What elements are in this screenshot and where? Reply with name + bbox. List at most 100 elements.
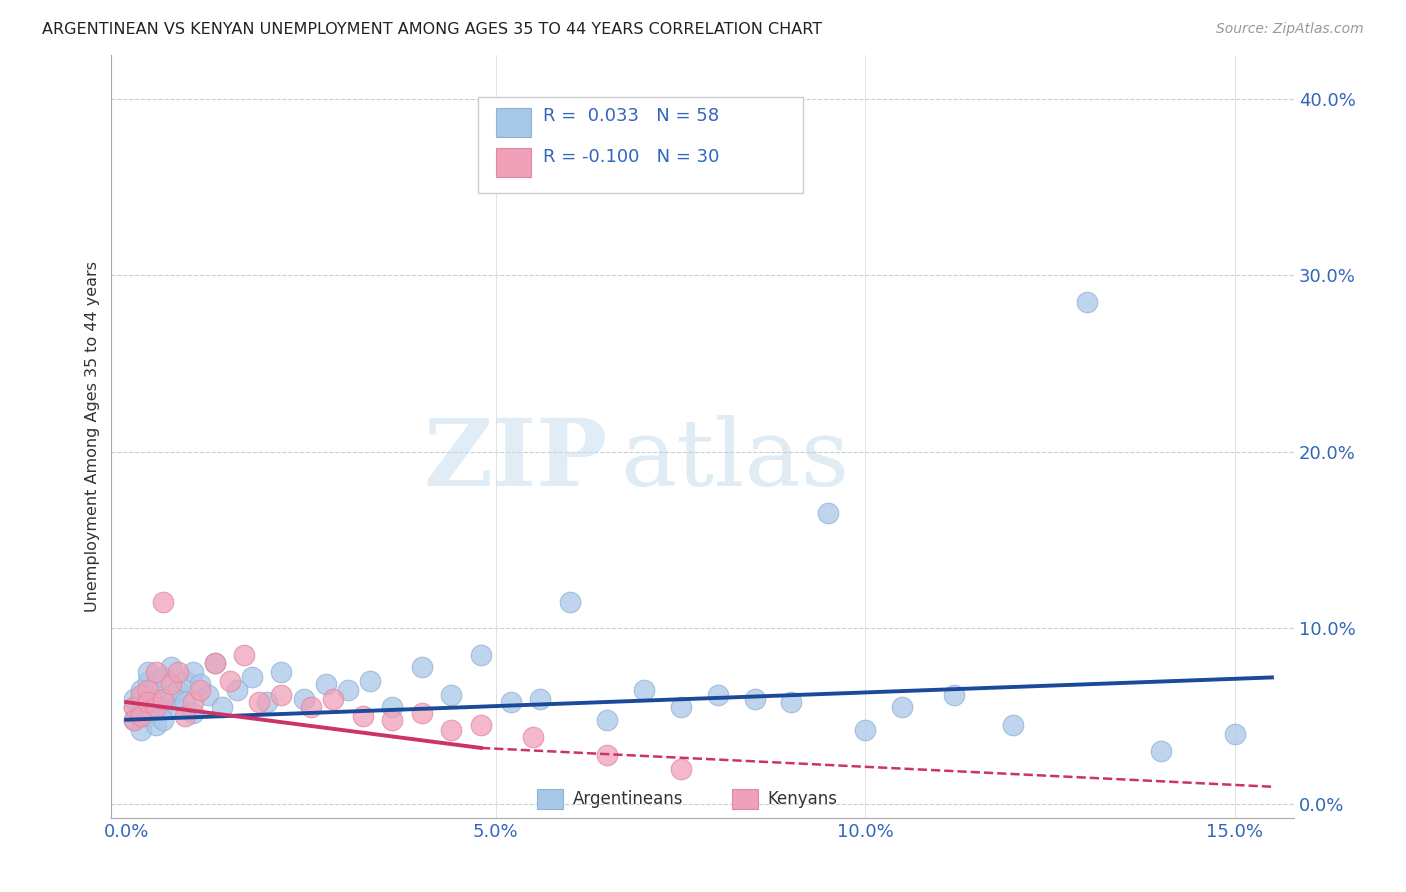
Point (188, 682, 211, 697)
Point (152, 700, 174, 714)
Point (440, 723, 463, 738)
Point (218, 673, 240, 688)
Point (470, 648, 492, 662)
Point (152, 594, 174, 608)
Point (129, 682, 152, 697)
Point (558, 594, 581, 608)
Point (706, 688, 728, 702)
Point (780, 695, 803, 709)
Point (411, 660, 433, 674)
Bar (733, 789, 758, 808)
Point (299, 700, 322, 714)
Point (159, 677, 181, 691)
Point (167, 682, 190, 697)
Point (270, 665, 292, 680)
Point (174, 673, 197, 688)
Point (188, 677, 211, 691)
Point (1150, 744, 1173, 758)
Point (1223, 727, 1246, 741)
Text: atlas: atlas (620, 415, 849, 505)
Point (322, 691, 344, 706)
Point (669, 700, 692, 714)
Point (891, 700, 914, 714)
Point (499, 695, 522, 709)
Point (138, 695, 160, 709)
Point (129, 695, 152, 709)
Text: Argentineans: Argentineans (572, 790, 683, 808)
Point (181, 695, 204, 709)
Point (336, 682, 359, 697)
Point (122, 713, 145, 727)
Text: ZIP: ZIP (423, 415, 609, 505)
Point (240, 670, 263, 684)
Point (247, 695, 270, 709)
Point (522, 731, 544, 745)
Point (129, 688, 152, 702)
Point (145, 718, 167, 732)
Text: R =  0.033   N = 58: R = 0.033 N = 58 (543, 107, 720, 125)
Point (129, 706, 152, 720)
Point (174, 695, 197, 709)
Text: Source: ZipAtlas.com: Source: ZipAtlas.com (1216, 22, 1364, 37)
Point (1076, 294, 1098, 309)
Point (145, 677, 167, 691)
Point (129, 723, 152, 738)
Point (138, 673, 160, 688)
Point (159, 660, 181, 674)
Point (256, 695, 278, 709)
Point (138, 682, 160, 697)
Point (197, 688, 219, 702)
Point (122, 700, 145, 714)
Point (440, 688, 463, 702)
Text: Kenyans: Kenyans (768, 790, 838, 808)
Point (122, 691, 145, 706)
Point (145, 691, 167, 706)
Y-axis label: Unemployment Among Ages 35 to 44 years: Unemployment Among Ages 35 to 44 years (86, 261, 100, 612)
Point (138, 665, 160, 680)
Point (233, 648, 256, 662)
Point (152, 670, 174, 684)
Text: R = -0.100   N = 30: R = -0.100 N = 30 (543, 148, 720, 166)
Point (181, 706, 204, 720)
Point (145, 700, 167, 714)
Point (744, 691, 766, 706)
Point (122, 713, 145, 727)
Point (943, 688, 966, 702)
Point (159, 688, 181, 702)
Point (138, 695, 160, 709)
Bar (496, 148, 531, 178)
Point (352, 709, 374, 723)
Text: ARGENTINEAN VS KENYAN UNEMPLOYMENT AMONG AGES 35 TO 44 YEARS CORRELATION CHART: ARGENTINEAN VS KENYAN UNEMPLOYMENT AMONG… (42, 22, 823, 37)
Point (529, 691, 551, 706)
Point (381, 700, 404, 714)
Point (633, 682, 655, 697)
Point (270, 688, 292, 702)
Point (315, 677, 337, 691)
Point (122, 700, 145, 714)
Point (292, 691, 315, 706)
Point (152, 691, 174, 706)
FancyBboxPatch shape (478, 97, 803, 193)
Point (381, 713, 404, 727)
Point (411, 706, 433, 720)
Point (817, 507, 839, 521)
Point (129, 709, 152, 723)
Point (853, 723, 876, 738)
Point (174, 709, 197, 723)
Point (470, 718, 492, 732)
Point (595, 713, 617, 727)
Point (167, 700, 190, 714)
Point (181, 665, 204, 680)
Bar (537, 789, 564, 808)
Point (204, 657, 226, 671)
Point (145, 665, 167, 680)
Point (167, 665, 190, 680)
Point (152, 713, 174, 727)
Bar (496, 108, 531, 136)
Point (595, 747, 617, 762)
Point (1002, 718, 1025, 732)
Point (226, 682, 249, 697)
Point (138, 709, 160, 723)
Point (204, 657, 226, 671)
Point (669, 762, 692, 776)
